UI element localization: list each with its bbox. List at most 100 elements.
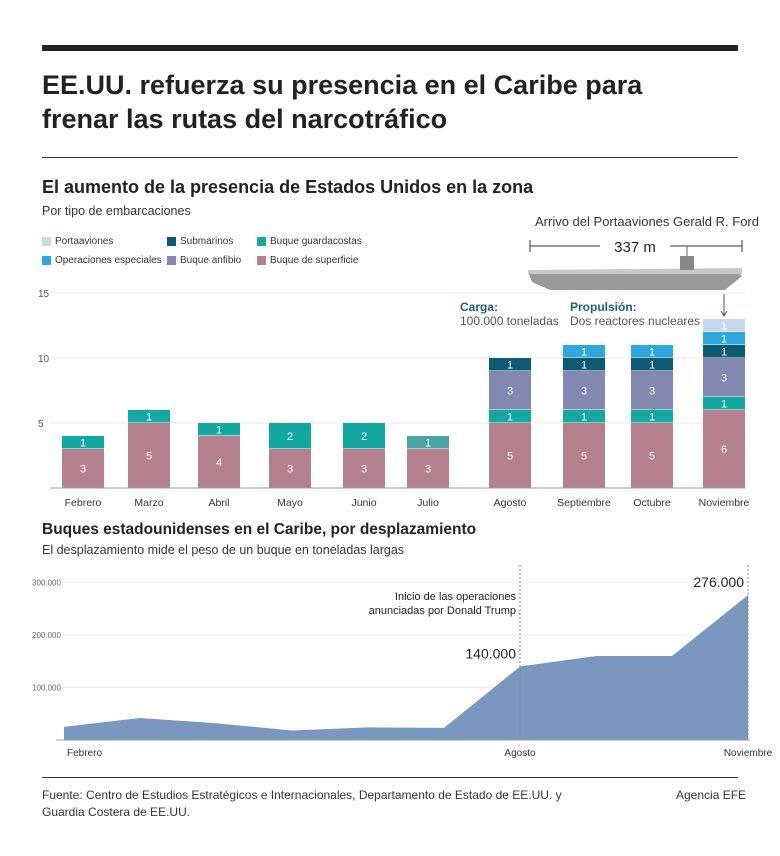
divider — [42, 777, 738, 778]
carrier-title: Arrivo del Portaaviones Gerald R. Ford — [535, 214, 759, 229]
bar-value-label: 1 — [146, 412, 152, 424]
x-tick-label: Noviembre — [699, 497, 750, 509]
top-bar — [42, 45, 738, 51]
y-tick-label: 100.000 — [32, 684, 61, 693]
bar-segment — [703, 358, 745, 397]
bar-segment — [563, 423, 605, 488]
legend-label: Buque guardacostas — [270, 236, 362, 247]
y-tick-label: 10 — [38, 354, 50, 365]
bar-value-label: 5 — [507, 451, 513, 463]
legend-swatch — [257, 256, 266, 265]
x-tick-label: Julio — [417, 497, 439, 509]
legend-label: Submarinos — [180, 236, 234, 247]
legend-swatch — [167, 256, 176, 265]
y-tick-label: 15 — [38, 290, 50, 300]
carrier-illustration: 337 m — [528, 236, 743, 290]
bar-value-label: 1 — [581, 347, 587, 359]
bar-value-label: 3 — [649, 386, 655, 398]
bar-segment — [62, 436, 104, 449]
bar-value-label: 3 — [425, 464, 431, 476]
annotation-line-2: anunciadas por Donald Trump — [369, 605, 516, 617]
bar-value-label: 3 — [581, 386, 587, 398]
bar-segment — [407, 436, 449, 449]
bar-segment — [128, 410, 170, 423]
bar-value-label: 1 — [721, 347, 727, 359]
legend-item: Buque de superficie — [257, 255, 367, 266]
bar-value-label: 1 — [425, 438, 431, 450]
bar-segment — [62, 449, 104, 488]
bar-value-label: 2 — [287, 431, 293, 443]
bar-segment — [489, 358, 531, 371]
x-tick-label: Marzo — [134, 497, 163, 509]
legend-swatch — [42, 237, 51, 246]
x-tick-label: Febrero — [67, 748, 102, 759]
carrier-hull — [528, 270, 742, 290]
cargo-label: Carga: — [460, 300, 499, 314]
bar-value-label: 1 — [721, 334, 727, 346]
legend-item: Operaciones especiales — [42, 255, 167, 266]
legend-swatch — [167, 237, 176, 246]
bar-chart: 5101531Febrero51Marzo41Abril32Mayo32Juni… — [38, 290, 750, 509]
legend-label: Portaaviones — [55, 236, 114, 247]
legend-item: Buque anfibio — [167, 255, 257, 266]
bar-segment — [631, 358, 673, 371]
bar-value-label: 2 — [361, 431, 367, 443]
bar-segment — [269, 423, 311, 449]
area-series — [64, 595, 748, 740]
bar-value-label: 5 — [649, 451, 655, 463]
bar-segment — [703, 332, 745, 345]
bar-segment — [631, 423, 673, 488]
bar-value-label: 1 — [80, 438, 86, 450]
x-tick-label: Junio — [351, 497, 376, 509]
y-tick-label: 200.000 — [32, 631, 61, 640]
section1-title: El aumento de la presencia de Estados Un… — [42, 177, 534, 197]
bar-value-label: 3 — [80, 464, 86, 476]
bar-segment — [489, 371, 531, 410]
section2-title: Buques estadounidenses en el Caribe, por… — [42, 521, 477, 538]
legend-label: Operaciones especiales — [55, 255, 162, 266]
bar-segment — [563, 358, 605, 371]
bar-value-label: 3 — [721, 373, 727, 385]
annotation-value: 140.000 — [465, 646, 516, 662]
legend-item: Submarinos — [167, 236, 257, 247]
x-tick-label: Noviembre — [724, 748, 773, 759]
bar-value-label: 3 — [507, 386, 513, 398]
bar-segment — [563, 371, 605, 410]
bar-segment — [703, 410, 745, 488]
bar-value-label: 1 — [216, 425, 222, 437]
bar-value-label: 3 — [287, 464, 293, 476]
bar-segment — [631, 371, 673, 410]
bar-segment — [489, 410, 531, 423]
bar-segment — [703, 397, 745, 410]
x-tick-label: Agosto — [494, 497, 527, 509]
legend-swatch — [42, 256, 51, 265]
bar-value-label: 5 — [146, 451, 152, 463]
bar-value-label: 1 — [721, 399, 727, 411]
bar-segment — [703, 345, 745, 358]
carrier-deck — [528, 268, 742, 274]
y-tick-label: 5 — [38, 419, 44, 430]
bar-segment — [563, 410, 605, 423]
bar-segment — [407, 449, 449, 488]
x-tick-label: Octubre — [633, 497, 671, 509]
legend-label: Buque anfibio — [180, 255, 242, 266]
legend-item: Portaaviones — [42, 236, 167, 247]
propulsion-label: Propulsión: — [570, 300, 637, 314]
area-chart: 100.000 200.000 300.000 Febrero Agosto Noviem… — [32, 565, 773, 759]
bar-segment — [631, 345, 673, 358]
cargo-value: 100.000 toneladas — [460, 314, 559, 328]
x-tick-label: Abril — [208, 497, 229, 509]
bar-value-label: 1 — [581, 412, 587, 424]
bar-segment — [703, 319, 745, 332]
annotation-value: 276.000 — [693, 574, 744, 590]
legend: Portaaviones Submarinos Buque guardacostas… — [42, 236, 372, 266]
bar-value-label: 6 — [721, 444, 727, 456]
legend-swatch — [257, 237, 266, 246]
x-tick-label: Mayo — [277, 497, 303, 509]
section1-subtitle: Por tipo de embarcaciones — [42, 204, 191, 218]
bar-value-label: 5 — [581, 451, 587, 463]
legend-item: Buque guardacostas — [257, 236, 367, 247]
propulsion-value: Dos reactores nucleares — [570, 314, 701, 328]
divider — [42, 157, 738, 158]
